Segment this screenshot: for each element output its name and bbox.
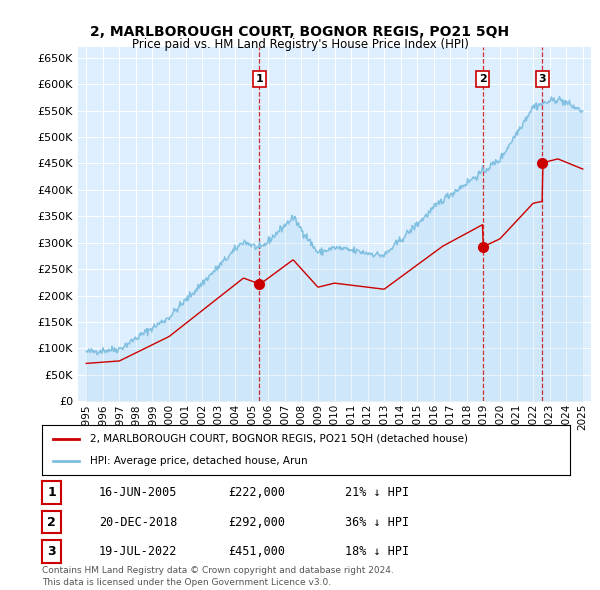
Text: £222,000: £222,000: [228, 486, 285, 499]
Text: 21% ↓ HPI: 21% ↓ HPI: [345, 486, 409, 499]
Text: £292,000: £292,000: [228, 516, 285, 529]
Text: 2: 2: [479, 74, 487, 84]
Text: 2, MARLBOROUGH COURT, BOGNOR REGIS, PO21 5QH (detached house): 2, MARLBOROUGH COURT, BOGNOR REGIS, PO21…: [89, 434, 467, 444]
Text: 3: 3: [538, 74, 546, 84]
Text: 3: 3: [47, 545, 56, 558]
Text: HPI: Average price, detached house, Arun: HPI: Average price, detached house, Arun: [89, 456, 307, 466]
Text: 2: 2: [47, 516, 56, 529]
Text: 1: 1: [256, 74, 263, 84]
Text: Price paid vs. HM Land Registry's House Price Index (HPI): Price paid vs. HM Land Registry's House …: [131, 38, 469, 51]
Text: Contains HM Land Registry data © Crown copyright and database right 2024.
This d: Contains HM Land Registry data © Crown c…: [42, 566, 394, 587]
Text: 16-JUN-2005: 16-JUN-2005: [99, 486, 178, 499]
Text: 2, MARLBOROUGH COURT, BOGNOR REGIS, PO21 5QH: 2, MARLBOROUGH COURT, BOGNOR REGIS, PO21…: [91, 25, 509, 40]
Text: 1: 1: [47, 486, 56, 499]
Text: 20-DEC-2018: 20-DEC-2018: [99, 516, 178, 529]
Text: 36% ↓ HPI: 36% ↓ HPI: [345, 516, 409, 529]
Text: £451,000: £451,000: [228, 545, 285, 558]
Text: 19-JUL-2022: 19-JUL-2022: [99, 545, 178, 558]
Text: 18% ↓ HPI: 18% ↓ HPI: [345, 545, 409, 558]
